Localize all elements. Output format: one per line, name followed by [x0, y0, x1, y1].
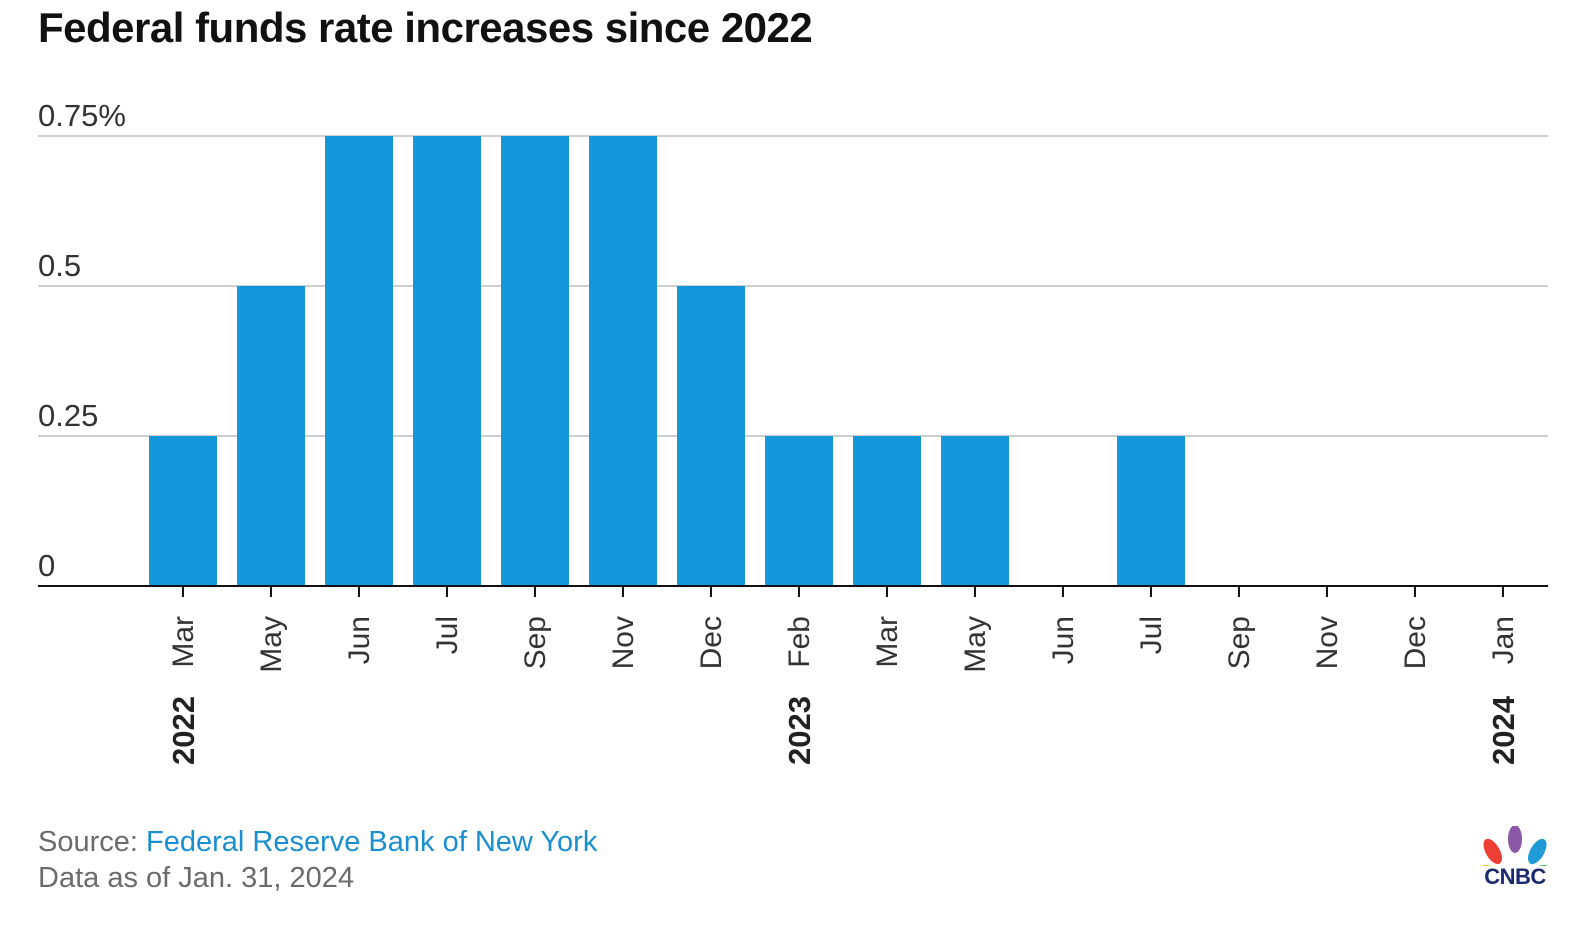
year-label: 2023 — [782, 696, 817, 765]
x-tick-label: Sep — [519, 616, 552, 669]
x-tick-label: Jul — [431, 616, 464, 654]
year-label: 2024 — [1486, 695, 1521, 765]
bar — [413, 136, 481, 586]
source-prefix: Source: — [38, 826, 146, 858]
bar — [853, 436, 921, 586]
bar — [1117, 436, 1185, 586]
source-line: Source: Federal Reserve Bank of New York — [38, 826, 597, 859]
y-tick-label: 0 — [38, 548, 55, 583]
cnbc-peacock-icon — [1480, 825, 1550, 884]
bar — [765, 436, 833, 586]
bar — [325, 136, 393, 586]
data-date: Data as of Jan. 31, 2024 — [38, 862, 354, 894]
x-tick-label: Jul — [1135, 616, 1168, 654]
logo-text: CNBC — [1484, 864, 1546, 889]
source-link[interactable]: Federal Reserve Bank of New York — [146, 826, 598, 858]
x-tick-label: Dec — [695, 616, 728, 669]
x-tick-label: Jan — [1487, 616, 1520, 664]
bar — [501, 136, 569, 586]
y-axis-ticks: 0 0.25 0.5 0.75% — [38, 98, 126, 583]
x-tick-label: Nov — [607, 616, 640, 669]
x-tick-label: Dec — [1399, 616, 1432, 669]
x-tick-label: Mar — [871, 616, 904, 668]
x-axis-ticks: Mar May Jun Jul Sep Nov Dec Feb Mar May Jun Jul Sep N… — [167, 586, 1520, 673]
bar — [589, 136, 657, 586]
y-tick-label: 0.25 — [38, 398, 98, 433]
x-tick-label: Sep — [1223, 616, 1256, 669]
bar — [237, 286, 305, 586]
x-tick-label: Feb — [783, 616, 816, 668]
bar — [941, 436, 1009, 586]
bar — [149, 436, 217, 586]
x-tick-label: Jun — [343, 616, 376, 664]
bar-chart: 00.250.50.75% Mar May Jun Jul Sep Nov Dec Feb Ma… — [38, 98, 1548, 765]
x-tick-label: May — [959, 616, 992, 673]
x-tick-label: Nov — [1311, 616, 1344, 669]
bar — [677, 286, 745, 586]
year-labels: 2022 2023 2024 — [166, 695, 1521, 765]
x-tick-label: Jun — [1047, 616, 1080, 664]
cnbc-logo: CNBC — [1478, 825, 1552, 890]
year-label: 2022 — [166, 696, 201, 765]
y-tick-label: 0.5 — [38, 248, 81, 283]
chart-title: Federal funds rate increases since 2022 — [38, 4, 813, 51]
bars — [149, 136, 1185, 586]
x-tick-label: May — [255, 616, 288, 673]
y-tick-label: 0.75% — [38, 98, 126, 133]
x-tick-label: Mar — [167, 616, 200, 668]
